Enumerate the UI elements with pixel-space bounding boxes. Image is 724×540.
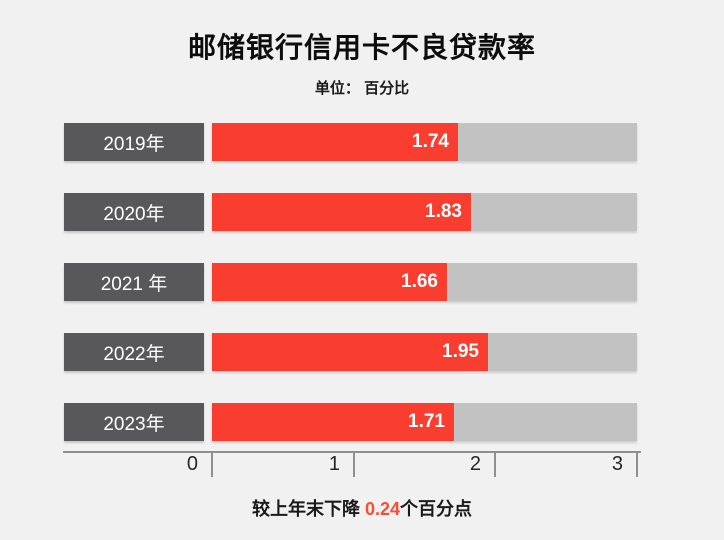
bar-value: 1.66 bbox=[401, 271, 438, 292]
bar-fill: 1.95 bbox=[212, 333, 488, 371]
bar-fill: 1.74 bbox=[212, 123, 458, 161]
bar-row: 2023年 1.71 bbox=[0, 403, 724, 441]
bar-fill: 1.83 bbox=[212, 193, 471, 231]
year-label: 2020年 bbox=[64, 193, 204, 231]
year-label: 2019年 bbox=[64, 123, 204, 161]
x-tick bbox=[494, 451, 496, 477]
year-label: 2021 年 bbox=[64, 263, 204, 301]
x-tick-label: 1 bbox=[328, 453, 340, 475]
unit-label: 单位： 百分比 bbox=[314, 80, 410, 97]
x-tick bbox=[636, 451, 638, 477]
bar-value: 1.95 bbox=[442, 341, 479, 362]
bar-row: 2020年 1.83 bbox=[0, 193, 724, 231]
bar-value: 1.74 bbox=[412, 131, 449, 152]
x-axis-line bbox=[63, 451, 641, 453]
x-tick bbox=[353, 451, 355, 477]
annotation-value: 0.24 bbox=[364, 499, 401, 519]
annotation-suffix: 个百分点 bbox=[400, 499, 473, 519]
bar-track: 1.83 bbox=[212, 193, 637, 231]
bar-value: 1.83 bbox=[425, 201, 462, 222]
x-tick-label: 3 bbox=[611, 453, 623, 475]
bar-track: 1.71 bbox=[212, 403, 637, 441]
x-tick-label: 0 bbox=[186, 453, 198, 475]
bar-value: 1.71 bbox=[408, 411, 445, 432]
annotation: 较上年末下降 0.24个百分点 bbox=[0, 495, 724, 521]
year-label: 2022年 bbox=[64, 333, 204, 371]
bar-row: 2022年 1.95 bbox=[0, 333, 724, 371]
annotation-prefix: 较上年末下降 bbox=[251, 499, 365, 519]
year-label: 2023年 bbox=[64, 403, 204, 441]
bar-fill: 1.66 bbox=[212, 263, 447, 301]
bar-track: 1.95 bbox=[212, 333, 637, 371]
bar-track: 1.74 bbox=[212, 123, 637, 161]
bar-track: 1.66 bbox=[212, 263, 637, 301]
chart-title: 邮储银行信用卡不良贷款率 bbox=[187, 32, 536, 63]
x-tick bbox=[211, 451, 213, 477]
bar-fill: 1.71 bbox=[212, 403, 454, 441]
bar-row: 2021 年 1.66 bbox=[0, 263, 724, 301]
x-tick-label: 2 bbox=[469, 453, 481, 475]
bar-row: 2019年 1.74 bbox=[0, 123, 724, 161]
